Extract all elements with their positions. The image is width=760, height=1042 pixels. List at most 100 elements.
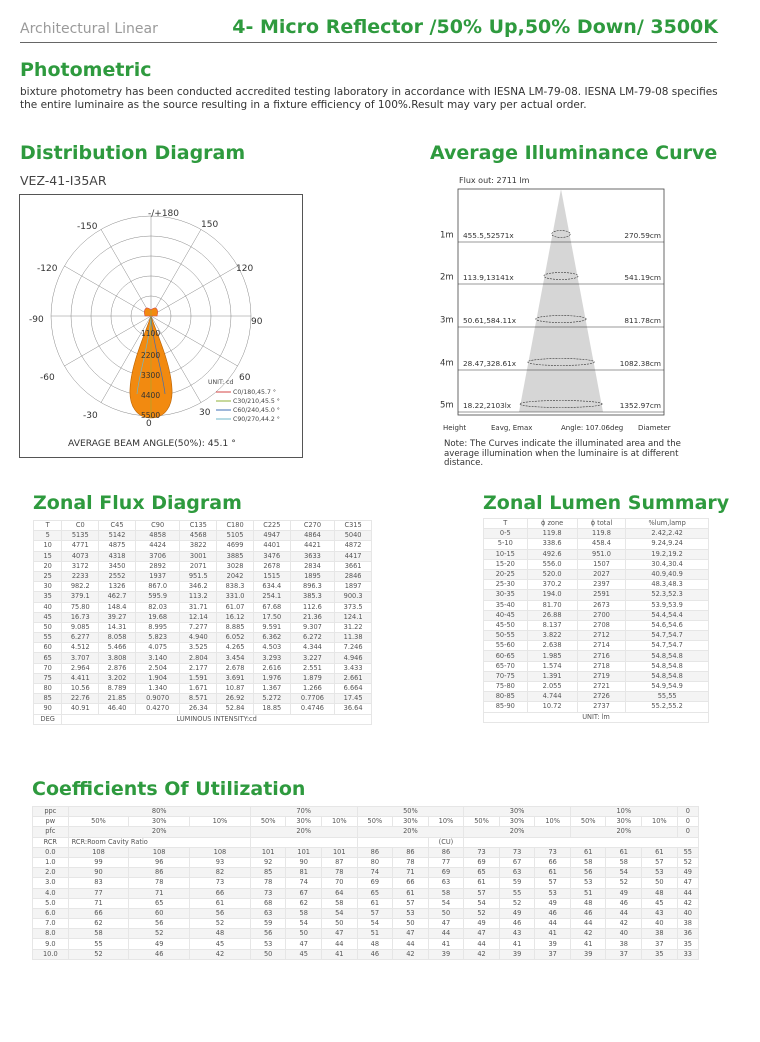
table-row: 55-60 2.638 2714 54.7,54.7 — [483, 640, 709, 652]
zonal-lumen-heading: Zonal Lumen Summary — [483, 492, 730, 514]
table-cell: 52 — [463, 907, 500, 920]
zonal-flux-heading: Zonal Flux Diagram — [33, 492, 242, 514]
table-cell: 338.6 — [526, 538, 578, 550]
table-cell: 15-20 — [483, 558, 528, 570]
table-cell: 92 — [249, 856, 287, 869]
table-cell: 99 — [67, 856, 130, 869]
cu-pw-row: pw 50% 30% 10% 50% 30% 10% 50% 30% 10% 50% 30% 10% 50… — [32, 816, 700, 828]
table-cell: 3.808 — [98, 652, 136, 664]
flux-out: Flux out: 2711 lm — [459, 176, 530, 185]
table-cell: 75 — [32, 672, 63, 685]
table-cell: 52.84 — [216, 703, 254, 715]
table-cell: 45-50 — [483, 619, 528, 632]
table-cell: 83 — [67, 877, 130, 889]
table-row: 8.0 58 52 48 56 50 47 51 47 44 47 43 41 42 40 38 36 — [32, 928, 700, 940]
table-cell: 1.340 — [134, 682, 181, 695]
table-cell: 55,55 — [625, 691, 709, 703]
table-cell: 50 — [392, 918, 429, 930]
table-cell: 53 — [249, 938, 287, 950]
table-cell: (CU) — [427, 836, 465, 848]
table-cell: 46 — [534, 907, 571, 920]
table-cell: 56 — [569, 867, 607, 879]
table-cell: pfc — [32, 826, 69, 838]
cu-table: ppc 80% 70% 50% 30% 10% 0 pw 50% 30% 10% 50% 30% 10% 5… — [32, 805, 700, 960]
table-row: 7.0 62 56 52 59 54 50 54 50 47 49 46 44 44 42 40 38 — [32, 918, 700, 930]
table-row: 0.0 108 108 108 101 101 101 86 86 86 73 73 73 61 61 61 5… — [32, 846, 700, 858]
table-cell: 7.277 — [179, 621, 218, 634]
height-value: 5m — [440, 401, 454, 411]
table-cell: 50 — [320, 918, 358, 930]
table-cell: 42 — [392, 948, 429, 960]
table-cell: 52 — [128, 928, 191, 940]
angle-label: 150 — [201, 220, 218, 230]
brand-label: Architectural Linear — [20, 21, 158, 37]
table-cell: 458.4 — [576, 538, 627, 550]
table-cell: 67.68 — [252, 601, 291, 613]
illuminance-chart: Flux out: 2711 lm 1m 455.5,52571x 270.59cm… — [440, 176, 671, 432]
table-cell: 58 — [67, 928, 130, 940]
zonal-flux-table: T C0 C45 C90 C135 C180 C225 C270 C315 5 5135 5142 48… — [32, 519, 372, 725]
table-cell: 2.504 — [134, 662, 181, 674]
table-cell: 50 — [285, 928, 322, 940]
table-cell: 3885 — [216, 550, 254, 562]
table-cell: 54 — [427, 897, 465, 909]
radial-label: 3300 — [141, 371, 160, 380]
table-cell: 39 — [534, 938, 571, 950]
table-cell: T — [483, 517, 528, 530]
table-row: 6.0 66 60 56 63 58 54 57 53 50 52 49 46 46 44 43 40 — [32, 907, 700, 920]
table-row: 20 3172 3450 2892 2071 3028 2678 2834 3661 — [32, 560, 372, 572]
table-row: 30 982.2 1326 867.0 346.2 838.3 634.4 896.3 1897 — [32, 581, 372, 593]
table-cell: 43 — [641, 907, 678, 920]
table-cell: 10.72 — [526, 701, 578, 713]
table-cell: 1.879 — [289, 672, 336, 685]
table-cell: 58 — [427, 887, 465, 899]
table-cell: 4.0 — [32, 887, 69, 899]
table-cell: 66 — [189, 887, 251, 899]
table-cell: 21.36 — [289, 611, 336, 623]
table-cell: 3.691 — [216, 672, 254, 685]
table-cell: 15 — [32, 550, 63, 562]
table-cell: 73 — [189, 877, 251, 889]
table-cell: 47 — [285, 938, 322, 950]
table-cell: 43 — [498, 928, 536, 940]
table-cell: 39 — [498, 948, 536, 960]
table-cell: 47 — [392, 928, 429, 940]
table-cell: 55 — [676, 846, 700, 858]
table-cell: 16.73 — [61, 611, 100, 623]
table-cell: 2718 — [576, 660, 627, 672]
table-row: 5.0 71 65 61 68 62 58 61 57 54 54 52 49 48 46 45 42 — [32, 897, 700, 909]
table-row: 9.0 55 49 45 53 47 44 48 44 41 44 41 39 41 38 37 35 — [32, 938, 700, 950]
table-cell: 2.804 — [179, 652, 218, 664]
table-cell: 41 — [498, 938, 536, 950]
table-row: 10.0 52 46 42 50 45 41 46 42 39 42 39 37 39 37 35 33 — [32, 948, 700, 960]
table-cell: 57 — [534, 877, 571, 889]
table-cell: 63 — [427, 877, 465, 889]
table-row: 50-55 3.822 2712 54.7,54.7 — [483, 630, 709, 642]
table-cell: 57 — [356, 907, 394, 920]
table-footer-row: UNIT: lm — [483, 711, 709, 723]
table-cell: 8.0 — [32, 928, 69, 940]
table-cell: 61 — [641, 846, 678, 858]
table-cell: 6.664 — [334, 682, 372, 695]
legend-entry: C90/270,44.2 ° — [233, 415, 280, 423]
eavg-value: 113.9,13141x — [463, 273, 514, 282]
table-cell: 50% — [356, 816, 394, 828]
photometric-text: bixture photometry has been conducted ac… — [20, 86, 718, 111]
angle-label: 90 — [251, 317, 263, 327]
table-cell: 5105 — [216, 530, 254, 542]
table-cell: 10% — [320, 816, 358, 828]
table-cell: 4.344 — [289, 642, 336, 654]
table-cell: 35-40 — [483, 599, 528, 611]
table-cell: 71 — [128, 887, 191, 899]
table-cell: 40.9,40.9 — [625, 568, 709, 581]
table-cell: 80 — [32, 682, 63, 695]
table-cell: 14.31 — [98, 621, 136, 634]
table-cell: 35 — [676, 938, 700, 950]
table-cell: 4771 — [61, 540, 100, 552]
table-cell: 4.744 — [526, 691, 578, 703]
table-cell: 0 — [676, 826, 700, 838]
table-cell: 61 — [392, 887, 429, 899]
table-cell: 4.411 — [61, 672, 100, 685]
table-cell: 61 — [534, 867, 571, 879]
table-cell: 12.14 — [179, 611, 218, 623]
